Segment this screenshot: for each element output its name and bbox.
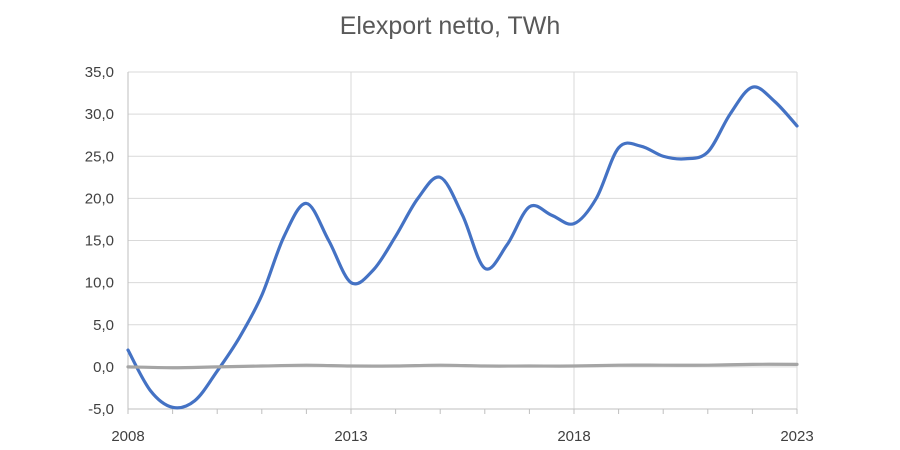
- y-tick-label: 15,0: [85, 233, 114, 250]
- x-tick-label: 2013: [334, 428, 367, 445]
- series-line-1: [126, 362, 799, 370]
- chart-title: Elexport netto, TWh: [339, 12, 561, 40]
- y-tick-label: 35,0: [85, 64, 114, 81]
- y-tick-label: 10,0: [85, 275, 114, 292]
- x-tick-label: 2008: [111, 428, 144, 445]
- y-tick-label: 20,0: [85, 190, 114, 207]
- x-tick-label: 2023: [780, 428, 813, 445]
- y-tick-label: 0,0: [93, 359, 114, 376]
- x-tick-label: 2018: [557, 428, 590, 445]
- y-tick-label: 25,0: [85, 148, 114, 165]
- y-tick-label: -5,0: [88, 401, 114, 418]
- series-line-0: [126, 85, 799, 410]
- y-tick-label: 30,0: [85, 106, 114, 123]
- y-tick-label: 5,0: [93, 317, 114, 334]
